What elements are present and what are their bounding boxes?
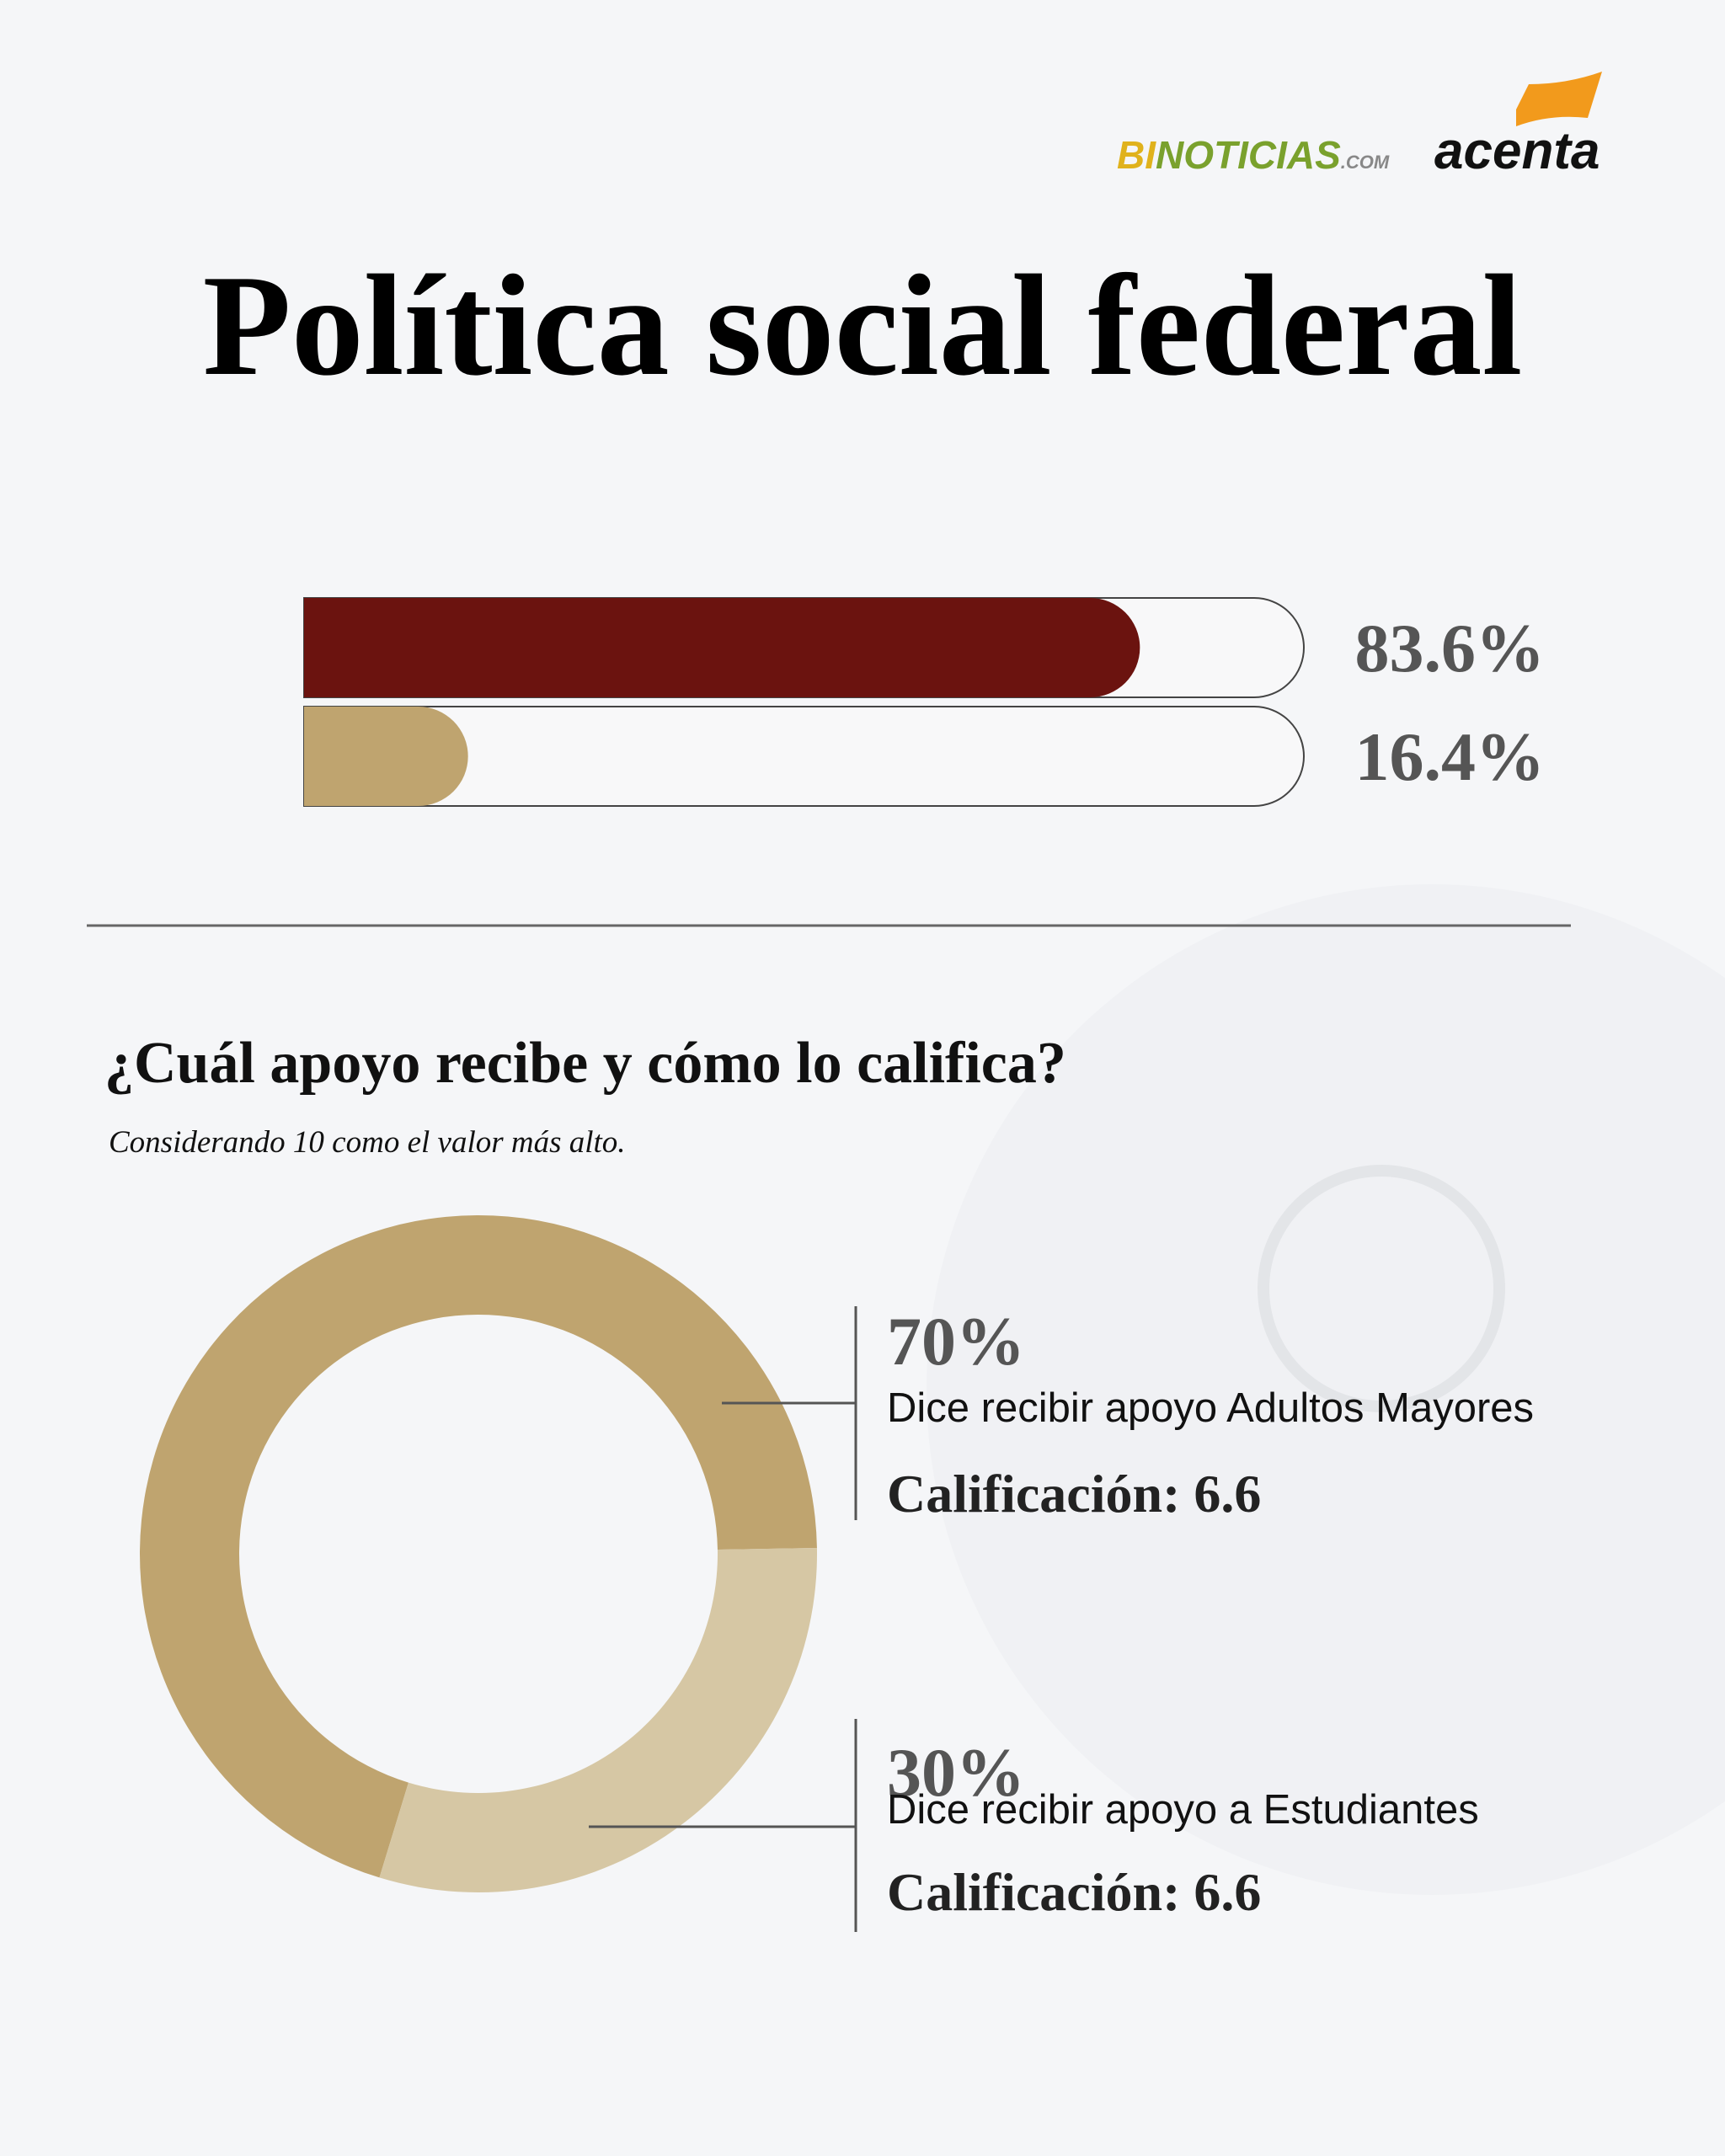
- brand-noticias: NOTICIAS: [1156, 133, 1341, 177]
- acenta-icon: [1516, 72, 1602, 126]
- value-label: 70%: [887, 1303, 1025, 1380]
- segment-label: Dice recibir apoyo Adultos Mayores: [887, 1385, 1534, 1431]
- watermark-ball: [1258, 1165, 1505, 1412]
- brand-acenta: acenta: [1434, 122, 1599, 180]
- section-title: ¿Cuál apoyo recibe y cómo lo califica?: [104, 1031, 1066, 1096]
- bar: [304, 598, 1140, 697]
- chart-title: Política social federal: [203, 246, 1523, 406]
- value-label: 30%: [887, 1734, 1025, 1811]
- donut-segment: [379, 1547, 818, 1892]
- value-label: 16.4%: [1355, 718, 1546, 795]
- bar-track: [303, 706, 1305, 807]
- value-label: 83.6%: [1355, 610, 1546, 686]
- brand-bi: BI: [1117, 133, 1156, 177]
- section-note: Considerando 10 como el valor más alto.: [109, 1125, 626, 1160]
- segment-label: Dice recibir apoyo a Estudiantes: [887, 1787, 1479, 1833]
- brand-logo: BINOTICIAS.COM: [1117, 133, 1390, 177]
- bar: [304, 707, 468, 806]
- brand-com: .COM: [1341, 152, 1390, 173]
- donut-segment: [140, 1214, 817, 1878]
- rating-label: Calificación: 6.6: [887, 1862, 1261, 1922]
- rating-label: Calificación: 6.6: [887, 1464, 1261, 1524]
